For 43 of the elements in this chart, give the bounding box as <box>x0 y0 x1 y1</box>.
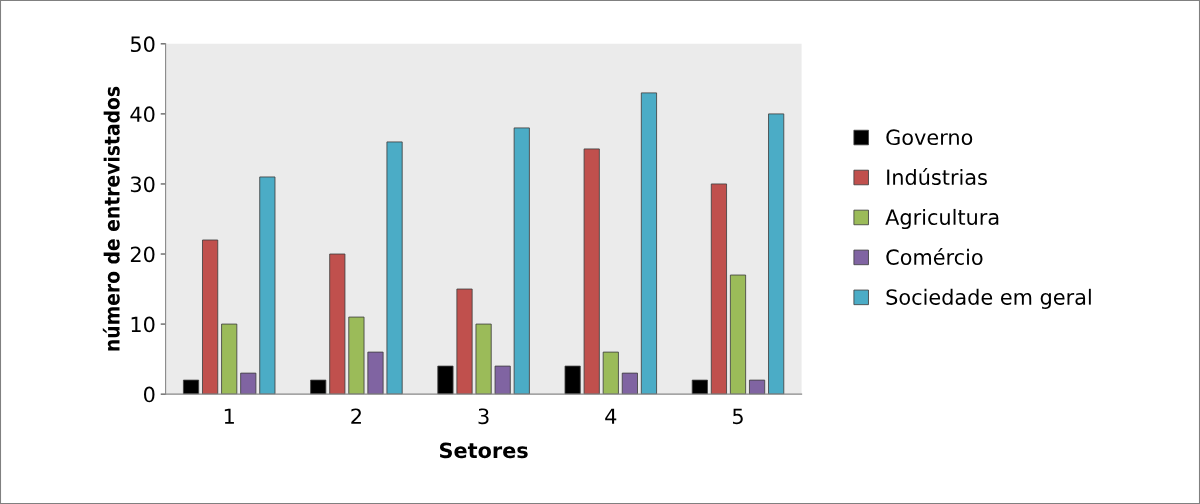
x-tick-label: 2 <box>351 408 361 424</box>
y-tick-label: 30 <box>130 176 155 193</box>
bar <box>729 274 747 395</box>
bar <box>583 148 600 395</box>
bar <box>564 365 581 395</box>
y-tick-label: 10 <box>131 316 155 333</box>
bar <box>710 183 727 395</box>
legend-label: Comércio <box>886 248 983 265</box>
bar <box>386 141 403 395</box>
bar <box>259 176 276 395</box>
bar <box>310 379 327 395</box>
x-tick-label: 1 <box>224 408 234 424</box>
bar <box>640 92 658 395</box>
y-axis-title: número de entrevistados <box>102 86 120 351</box>
bar <box>513 127 530 395</box>
bar <box>494 365 511 395</box>
bar <box>456 288 473 395</box>
x-tick-label: 3 <box>478 408 489 425</box>
legend-label: Indústrias <box>887 168 987 186</box>
bar <box>602 351 619 395</box>
x-tick-label: 5 <box>732 408 743 425</box>
bar <box>202 239 219 395</box>
legend-label: Sociedade em geral <box>886 288 1091 309</box>
bar <box>240 372 257 395</box>
x-tick-label: 4 <box>605 408 617 424</box>
bar <box>367 351 384 395</box>
legend-label: Agricultura <box>885 208 999 230</box>
legend-label: Governo <box>886 129 973 146</box>
bar <box>182 379 200 395</box>
bar <box>348 316 365 395</box>
y-tick-label: 40 <box>130 106 155 123</box>
y-tick-label: 20 <box>130 246 155 263</box>
bar <box>691 379 708 395</box>
bar <box>621 372 638 395</box>
bar <box>329 253 346 395</box>
bar <box>221 323 238 395</box>
bar <box>749 379 766 395</box>
y-tick-label: 0 <box>144 386 155 403</box>
y-tick-label: 50 <box>130 36 155 53</box>
bar <box>768 113 785 395</box>
x-axis-title: Setores <box>439 442 528 459</box>
bar <box>475 323 492 395</box>
bar <box>437 365 454 395</box>
